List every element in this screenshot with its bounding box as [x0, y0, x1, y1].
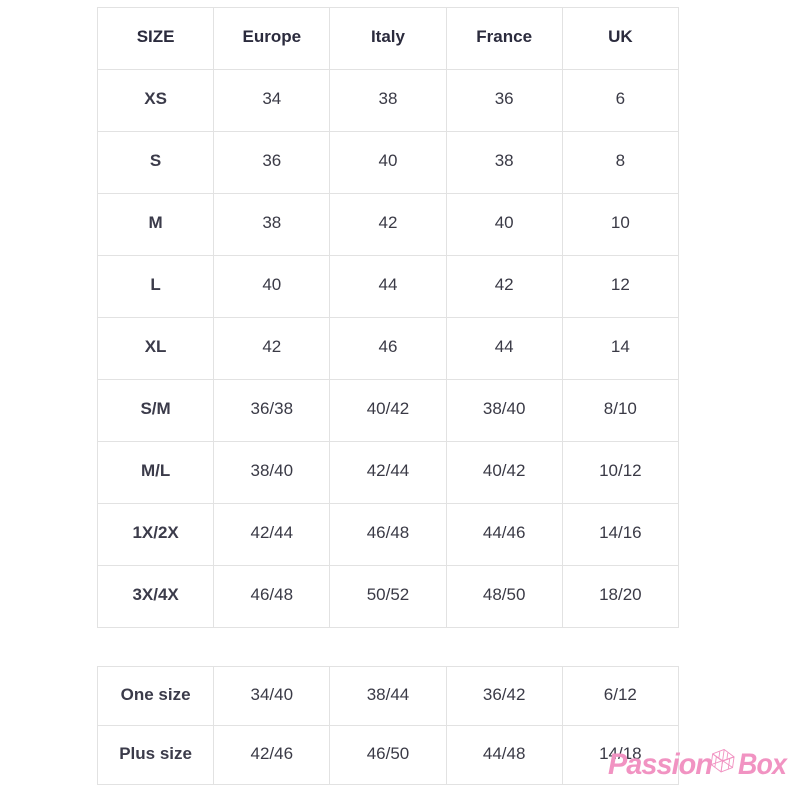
svg-text:Box: Box	[738, 748, 788, 781]
